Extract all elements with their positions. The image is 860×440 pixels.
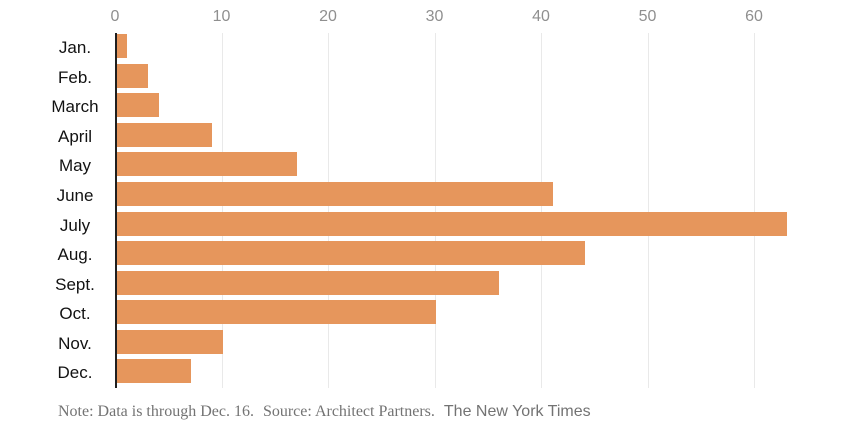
bar-march xyxy=(116,93,159,118)
category-label-nov: Nov. xyxy=(58,333,92,353)
x-tick-label-20: 20 xyxy=(319,8,337,25)
bar-feb xyxy=(116,63,148,88)
bar-oct xyxy=(116,300,436,325)
gridline-60 xyxy=(754,33,755,388)
credit-text: The New York Times xyxy=(443,403,591,420)
note-text: Note: Data is through Dec. 16. xyxy=(58,403,254,420)
bar-nov xyxy=(116,329,223,354)
category-label-may: May xyxy=(58,156,92,176)
category-label-july: July xyxy=(59,215,91,235)
bar-june xyxy=(116,181,553,206)
bar-april xyxy=(116,122,212,147)
gridline-10 xyxy=(221,33,223,388)
category-label-april: April xyxy=(57,126,92,146)
bar-july xyxy=(116,211,787,236)
x-tick-label-0: 0 xyxy=(110,8,120,25)
footnote: Note: Data is through Dec. 16. Source: Ar… xyxy=(58,403,591,421)
category-label-sept: Sept. xyxy=(55,274,95,294)
bar-dec xyxy=(116,359,191,384)
bar-jan xyxy=(116,34,127,58)
bar-sept xyxy=(116,270,500,295)
x-tick-label-60: 60 xyxy=(745,8,763,25)
bar-may xyxy=(116,152,298,177)
category-label-oct: Oct. xyxy=(59,304,91,324)
x-tick-label-50: 50 xyxy=(638,8,657,25)
category-label-dec: Dec. xyxy=(57,363,93,383)
bar-aug xyxy=(116,241,585,266)
category-label-feb: Feb. xyxy=(57,67,93,87)
category-label-jan: Jan. xyxy=(58,38,92,57)
x-tick-label-10: 10 xyxy=(212,8,231,25)
category-label-aug: Aug. xyxy=(57,245,93,265)
gridline-50 xyxy=(647,33,649,388)
source-text: Source: Architect Partners. xyxy=(262,403,435,420)
zero-axis-line xyxy=(115,33,117,388)
category-label-june: June xyxy=(56,185,94,205)
gridline-40 xyxy=(541,33,542,388)
gridline-30 xyxy=(434,33,436,388)
category-label-march: March xyxy=(51,97,99,117)
x-tick-label-40: 40 xyxy=(532,8,550,25)
gridline-20 xyxy=(328,33,329,388)
x-tick-label-30: 30 xyxy=(425,8,444,25)
